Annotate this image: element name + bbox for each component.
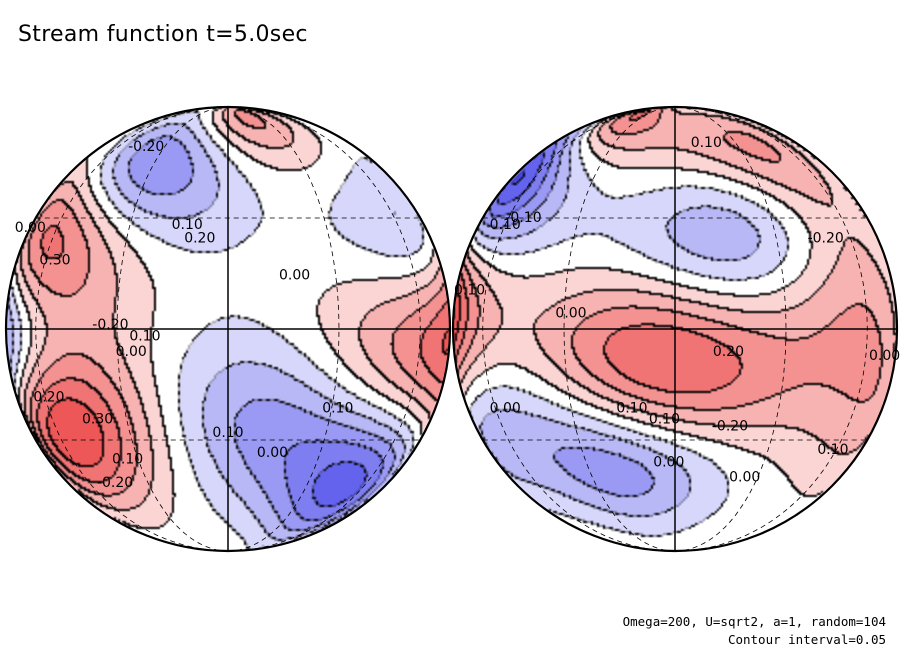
contour-label: 0.00 bbox=[279, 267, 310, 283]
contour-label: -0.20 bbox=[808, 231, 844, 247]
contour-label: 0.30 bbox=[82, 411, 113, 427]
hemisphere-right-outline bbox=[451, 105, 899, 553]
contour-label: 0.10 bbox=[490, 217, 521, 233]
contour-label: -0.20 bbox=[128, 139, 164, 155]
parameters-note: Omega=200, U=sqrt2, a=1, random=104 bbox=[622, 614, 886, 629]
meridian-line bbox=[674, 107, 868, 551]
contour-interval-note: Contour interval=0.05 bbox=[727, 632, 886, 647]
contour-label: 0.20 bbox=[184, 231, 215, 247]
contour-label: 0.20 bbox=[33, 390, 64, 406]
meridian-line bbox=[116, 107, 229, 551]
contour-label: 0.10 bbox=[112, 452, 143, 468]
contour-label: -0.10 bbox=[505, 210, 541, 226]
contour-label: 0.10 bbox=[129, 329, 160, 345]
meridian-line bbox=[482, 107, 676, 551]
contour-label: 0.00 bbox=[490, 401, 521, 417]
meridian-line bbox=[563, 107, 676, 551]
contour-labels-left: -0.200.100.200.300.00-0.200.100.000.200.… bbox=[15, 139, 354, 491]
contour-label: 0.00 bbox=[729, 470, 760, 486]
meridian-line bbox=[35, 107, 229, 551]
contour-label: 0.20 bbox=[713, 344, 744, 360]
contour-labels-right: 0.10-0.100.10-0.200.100.000.000.200.00 0.… bbox=[454, 135, 900, 486]
contour-label: 0.10 bbox=[616, 401, 647, 417]
contour-label: 0.00 bbox=[257, 445, 288, 461]
contour-label: 0.00 bbox=[116, 344, 147, 360]
contour-label: 0.00 bbox=[869, 348, 900, 364]
meridian-line bbox=[227, 107, 340, 551]
graticule-right bbox=[453, 107, 897, 551]
contour-label: 0.10 bbox=[322, 401, 353, 417]
graticule-left bbox=[6, 107, 450, 551]
contour-label: -0.20 bbox=[97, 475, 133, 491]
meridian-line bbox=[227, 107, 421, 551]
contour-label: 0.30 bbox=[39, 252, 70, 268]
contour-label: 0.10 bbox=[172, 217, 203, 233]
meridian-line bbox=[674, 107, 787, 551]
hemisphere-right bbox=[453, 107, 897, 551]
contour-label: 0.10 bbox=[691, 135, 722, 151]
contour-label: 0.00 bbox=[555, 306, 586, 322]
contour-label: 0.10 bbox=[212, 425, 243, 441]
hemisphere-left-outline bbox=[4, 105, 452, 553]
contour-label: 0.00 bbox=[653, 455, 684, 471]
contour-label: 0.10 bbox=[817, 442, 848, 458]
contour-label: 0.10 bbox=[454, 283, 485, 299]
chart-title: Stream function t=5.0sec bbox=[18, 22, 308, 47]
contour-label: 0.10 bbox=[649, 411, 680, 427]
contour-label: -0.20 bbox=[92, 317, 128, 333]
hemisphere-left bbox=[6, 107, 450, 551]
contour-label: 0.00 bbox=[15, 220, 46, 236]
contour-label: -0.20 bbox=[712, 418, 748, 434]
